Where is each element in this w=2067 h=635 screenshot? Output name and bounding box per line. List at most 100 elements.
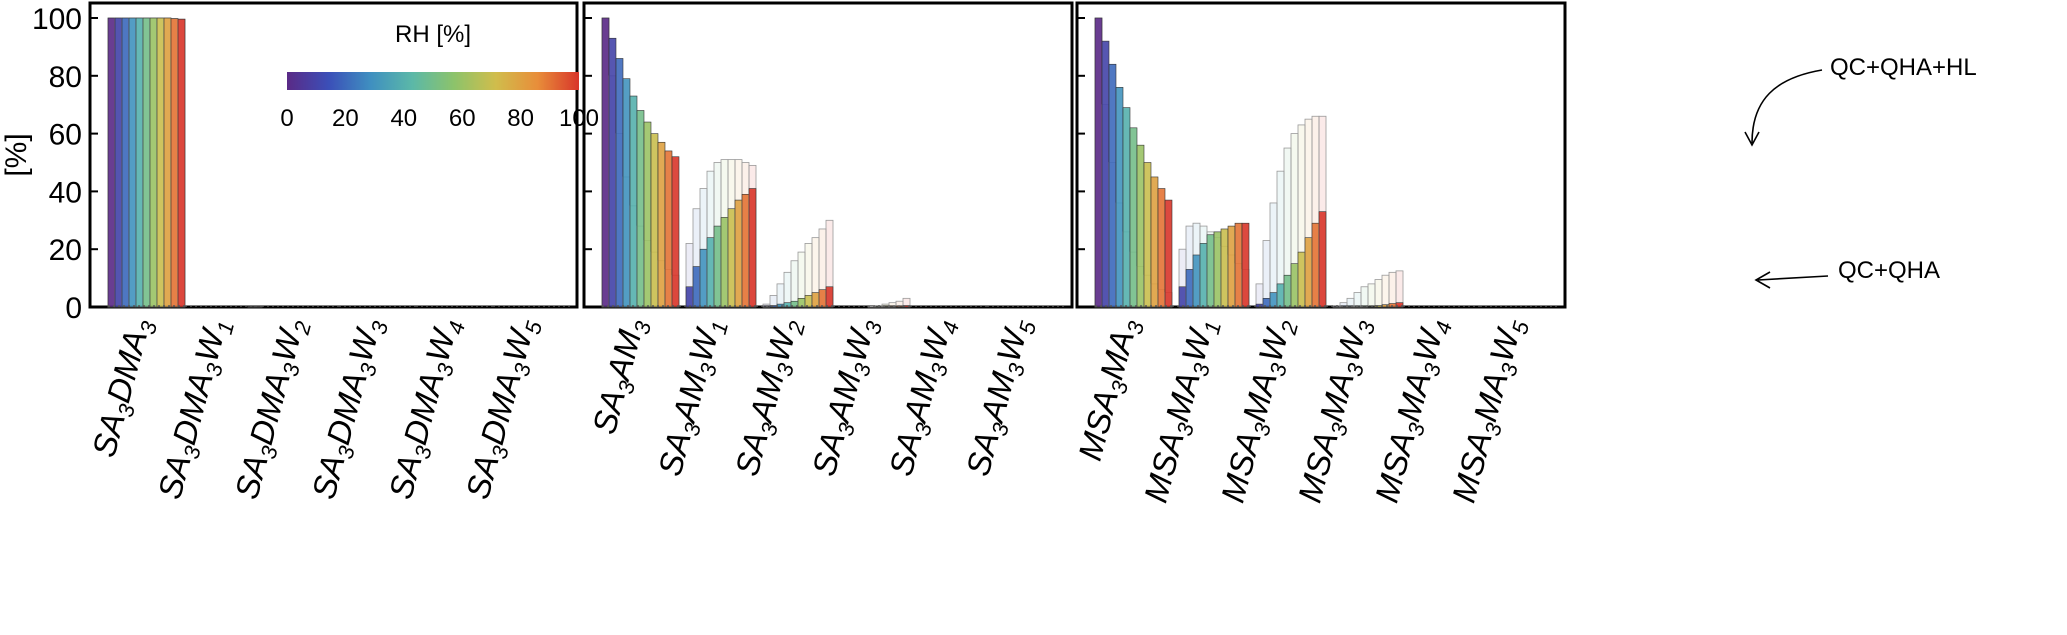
label-text: MSA xyxy=(1445,428,1499,507)
bar-qc-qha xyxy=(1157,188,1166,308)
bar-qc-qha xyxy=(170,18,179,308)
category-label: MSA3MA3W4 xyxy=(1368,314,1457,507)
label-text: MSA xyxy=(1368,428,1422,507)
bar-qc-qha-hl xyxy=(1367,283,1376,308)
bar-qc-qha xyxy=(1234,222,1243,308)
bar-qc-qha xyxy=(1241,222,1250,308)
label-text: MSA xyxy=(1071,386,1125,465)
label-text: MSA xyxy=(1291,428,1345,507)
bar-qc-qha xyxy=(713,225,722,308)
bar-qc-qha xyxy=(818,289,827,308)
colorbar: RH [%] 0 20 40 60 80 100 xyxy=(280,21,599,132)
bar-qc-qha-hl xyxy=(1353,292,1362,308)
bar-group-MSA3MA3W2 xyxy=(1249,115,1327,308)
y-tick-label: 60 xyxy=(49,119,82,152)
bar-qc-qha xyxy=(608,37,617,308)
bar-qc-qha xyxy=(1395,302,1404,308)
bar-qc-qha xyxy=(748,188,757,308)
bar-group-SA3AM3W1 xyxy=(679,159,757,308)
bar-qc-qha xyxy=(825,286,834,308)
bar-qc-qha-hl xyxy=(1381,274,1390,308)
bar-qc-qha xyxy=(1297,251,1306,308)
category-label: MSA3MA3W5 xyxy=(1445,314,1535,508)
category-label: SA3DMA3 xyxy=(85,314,162,463)
arrowhead xyxy=(1754,271,1771,289)
bar-qc-qha xyxy=(1094,17,1103,308)
bar-qc-qha xyxy=(1213,231,1222,308)
category-label: SA3AM3W4 xyxy=(882,314,964,481)
category-label: SA3AM3W3 xyxy=(805,314,888,482)
bar-qc-qha xyxy=(156,17,165,308)
bar-qc-qha xyxy=(650,133,659,308)
category-label: SA3DMA3W5 xyxy=(459,314,548,505)
bar-qc-qha xyxy=(1101,40,1110,308)
bar-qc-qha xyxy=(1276,283,1285,308)
bar-qc-qha-hl xyxy=(1262,240,1271,308)
bar-qc-qha-hl xyxy=(1395,270,1404,308)
colorbar-tick-label: 20 xyxy=(332,105,359,132)
label-text: DMA xyxy=(396,368,451,448)
bar-qc-qha xyxy=(699,248,708,308)
bar-qc-qha xyxy=(1115,87,1124,308)
bar-qc-qha xyxy=(1164,199,1173,308)
bar-qc-qha xyxy=(142,17,151,308)
bar-qc-qha xyxy=(811,292,820,308)
bar-qc-qha xyxy=(622,78,631,308)
bar-qc-qha xyxy=(636,110,645,308)
panel-SA3AM3: SA3AM3SA3AM3W1SA3AM3W2SA3AM3W3SA3AM3W4SA… xyxy=(582,1,1074,482)
bar-group-SA3AM3 xyxy=(601,17,680,308)
category-label: SA3AM3W5 xyxy=(959,314,1042,482)
bar-qc-qha xyxy=(1227,225,1236,308)
bar-qc-qha xyxy=(1192,254,1201,308)
bar-qc-qha xyxy=(706,237,715,308)
bar-qc-qha xyxy=(1283,274,1292,308)
bar-qc-qha-hl xyxy=(776,283,785,308)
bar-qc-qha-hl xyxy=(1374,279,1383,308)
category-label: SA3AM3W1 xyxy=(651,314,733,481)
bar-qc-qha xyxy=(1269,292,1278,308)
y-tick-label: 80 xyxy=(49,61,82,94)
bar-qc-qha xyxy=(1108,63,1117,308)
y-tick-label: 0 xyxy=(65,292,82,325)
bar-qc-qha xyxy=(1206,234,1215,308)
bar-qc-qha xyxy=(128,17,137,308)
label-text: DMA xyxy=(319,368,374,448)
bar-qc-qha xyxy=(1143,162,1152,308)
bar-qc-qha-hl xyxy=(1388,271,1397,308)
bar-qc-qha xyxy=(727,208,736,308)
label-subscript: 2 xyxy=(1276,319,1304,338)
label-text: MSA xyxy=(1214,428,1268,507)
bar-qc-qha-hl xyxy=(1255,283,1264,308)
bar-qc-qha xyxy=(664,150,673,308)
category-label: MSA3MA3W3 xyxy=(1291,314,1381,508)
bar-qc-qha xyxy=(734,199,743,308)
label-text: DMA xyxy=(242,368,297,448)
label-text: MSA xyxy=(1137,428,1191,507)
bar-qc-qha xyxy=(1304,237,1313,308)
colorbar-tick-label: 60 xyxy=(449,105,476,132)
category-label: MSA3MA3W1 xyxy=(1137,314,1226,507)
arrowhead xyxy=(1744,131,1760,147)
bar-group-MSA3MA3 xyxy=(1094,17,1173,308)
y-axis-label: [%] xyxy=(0,133,33,176)
panel-MSA3MA3: MSA3MA3MSA3MA3W1MSA3MA3W2MSA3MA3W3MSA3MA… xyxy=(1071,1,1977,508)
label-text: DMA xyxy=(473,368,528,448)
category-label: MSA3MA3W2 xyxy=(1214,314,1303,507)
bar-qc-qha xyxy=(149,17,158,308)
label-text: DMA xyxy=(99,326,154,406)
y-tick-label: 100 xyxy=(32,3,82,36)
bar-group-SA3AM3W2 xyxy=(756,219,834,308)
colorbar-tick-label: 0 xyxy=(280,105,293,132)
bar-qc-qha xyxy=(1311,222,1320,308)
bar-group-SA3DMA3 xyxy=(107,17,186,308)
annotation-arrow xyxy=(1757,275,1829,281)
category-label: SA3DMA3W3 xyxy=(305,314,394,505)
bar-qc-qha xyxy=(1129,127,1138,308)
panels: 020406080100SA3DMA3SA3DMA3W1SA3DMA3W2SA3… xyxy=(32,1,1977,508)
bar-qc-qha xyxy=(629,95,638,308)
colorbar-label: RH [%] xyxy=(395,21,471,48)
bar-qc-qha xyxy=(1136,144,1145,308)
panel-frame xyxy=(88,1,579,309)
bar-qc-qha xyxy=(1178,286,1187,308)
